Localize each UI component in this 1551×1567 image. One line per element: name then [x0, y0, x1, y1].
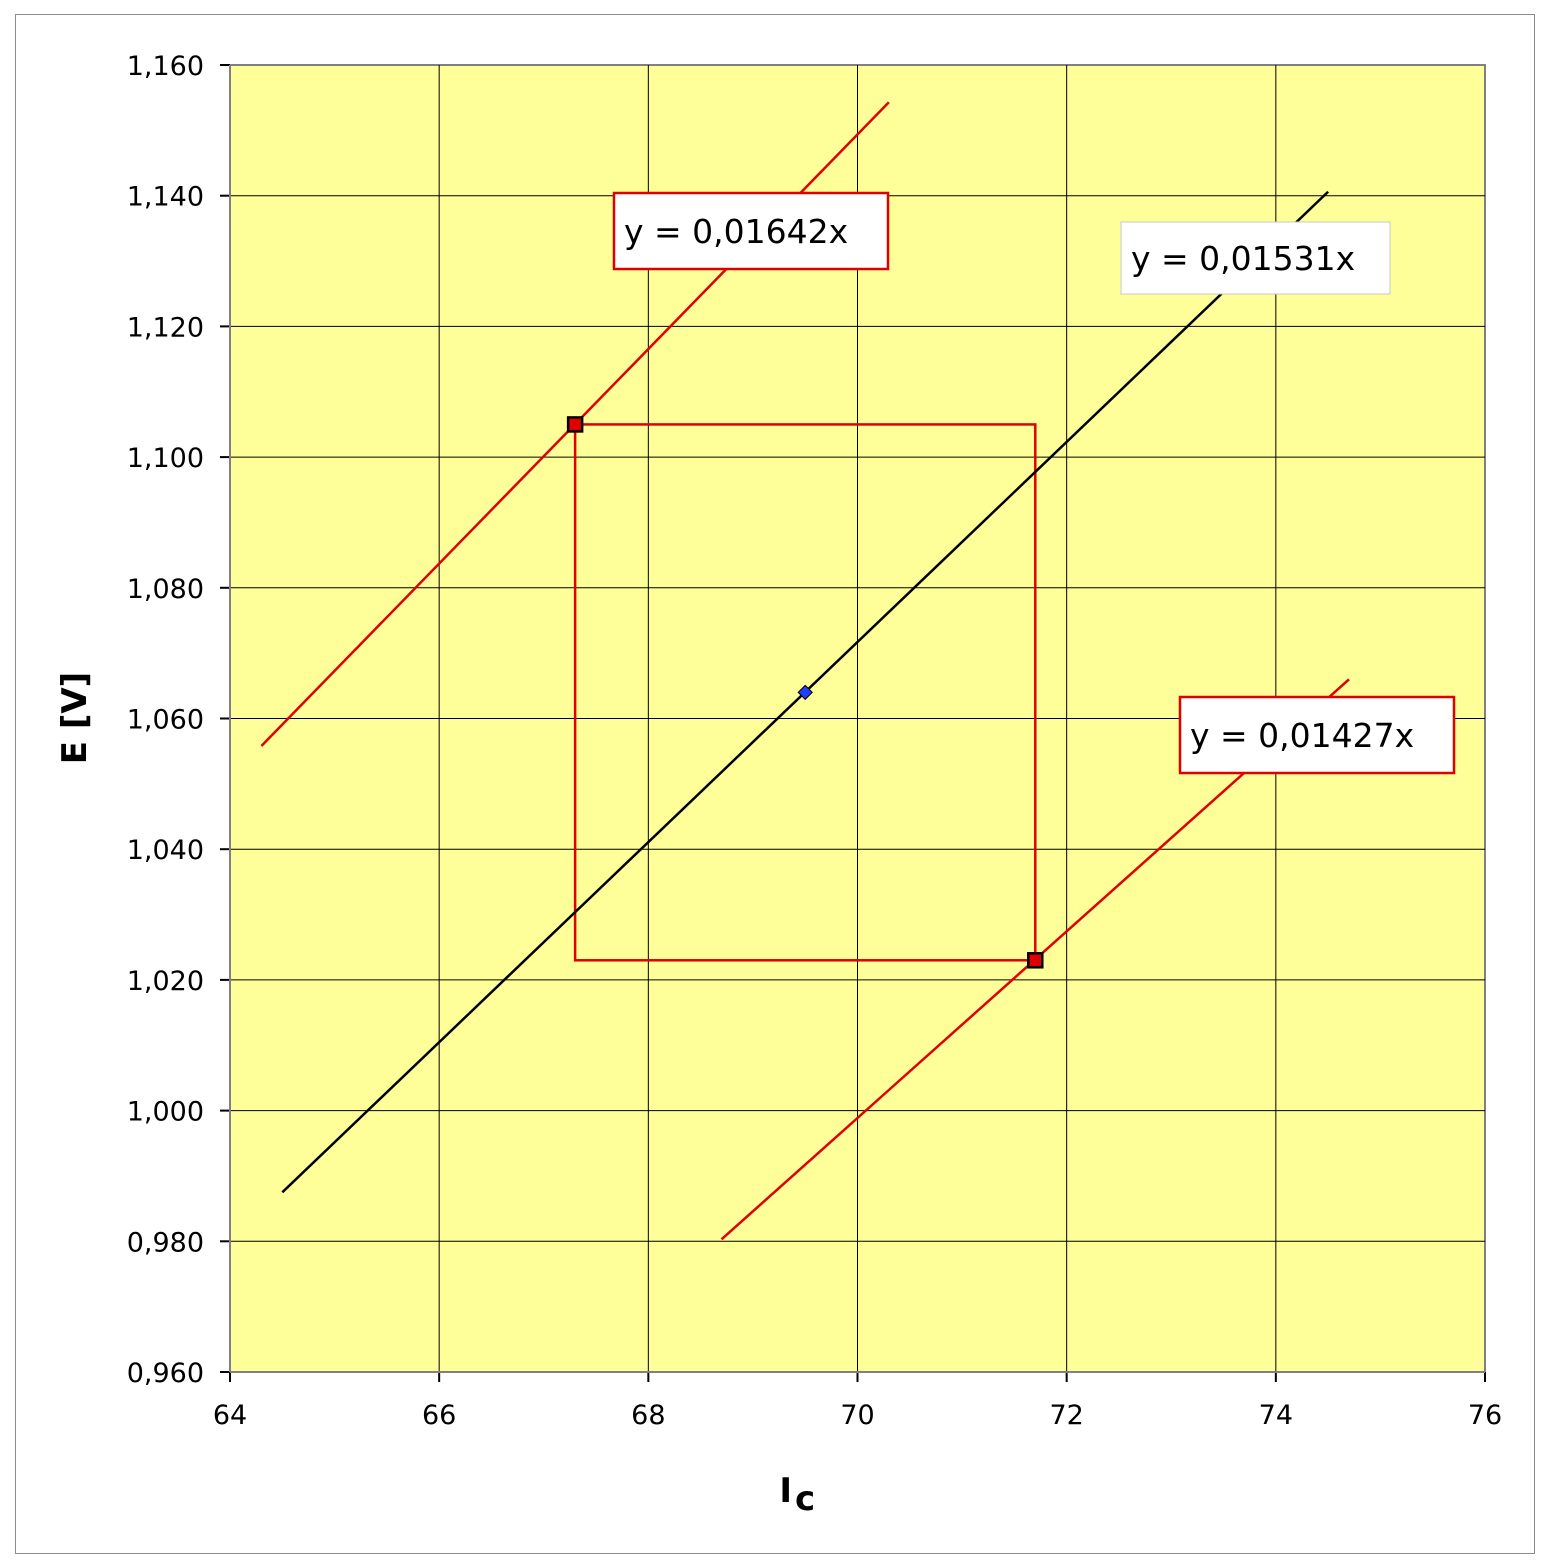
corner-marker	[1027, 952, 1044, 969]
y-tick-label: 1,100	[127, 443, 204, 474]
equation-label-lower: y = 0,01427x	[1190, 716, 1414, 755]
x-tick-label: 74	[1259, 1400, 1293, 1431]
y-tick-label: 1,000	[127, 1097, 204, 1128]
axis-ticks: 64 66 68 70 72 74 76 0,960 0,980 1,000 1,020 1,040 1…	[127, 51, 1502, 1431]
equation-label-center: y = 0,01531x	[1131, 239, 1355, 278]
equation-box-center	[1120, 221, 1391, 295]
y-axis-title: E [V]	[55, 672, 95, 764]
y-tick-label: 1,080	[127, 574, 204, 605]
y-tick-label: 1,160	[127, 51, 204, 82]
y-tick-label: 0,960	[127, 1358, 204, 1389]
y-tick-label: 1,120	[127, 312, 204, 343]
y-tick-label: 1,020	[127, 966, 204, 997]
x-tick-label: 76	[1468, 1400, 1502, 1431]
y-tick-label: 1,060	[127, 705, 204, 736]
center-point-marker	[797, 684, 813, 701]
equation-labels: y = 0,01642x y = 0,01531x y = 0,01427x	[612, 191, 1456, 775]
equation-label-upper: y = 0,01642x	[624, 212, 848, 251]
x-tick-label: 68	[631, 1400, 665, 1431]
x-axis-title-subscript: c	[795, 1479, 815, 1519]
x-tick-label: 70	[840, 1400, 874, 1431]
y-tick-label: 1,140	[127, 182, 204, 213]
markers	[566, 416, 1044, 969]
x-axis-title: I	[779, 1471, 792, 1511]
equation-box-lower	[1178, 695, 1456, 775]
corner-marker	[566, 416, 584, 433]
uncertainty-rectangle	[573, 423, 1037, 962]
x-tick-label: 64	[213, 1400, 247, 1431]
x-tick-label: 66	[422, 1400, 456, 1431]
x-tick-label: 72	[1049, 1400, 1083, 1431]
y-tick-label: 1,040	[127, 835, 204, 866]
equation-box-upper	[612, 191, 890, 271]
y-tick-label: 0,980	[127, 1227, 204, 1258]
